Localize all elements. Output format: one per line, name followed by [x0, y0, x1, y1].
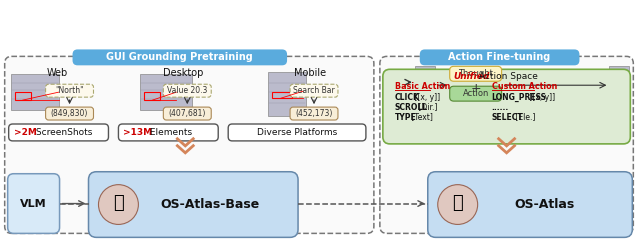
Text: Web: Web — [47, 68, 68, 78]
Text: GUI Grounding Pretraining: GUI Grounding Pretraining — [106, 52, 253, 62]
Text: [[x, y]]: [[x, y]] — [527, 93, 555, 102]
Bar — [415, 66, 435, 100]
Text: Mobile: Mobile — [294, 68, 326, 78]
FancyBboxPatch shape — [380, 56, 634, 233]
Text: [[x, y]]: [[x, y]] — [412, 93, 440, 102]
FancyBboxPatch shape — [118, 124, 218, 141]
FancyBboxPatch shape — [450, 86, 502, 101]
Text: TYPE: TYPE — [395, 113, 417, 122]
Bar — [145, 92, 161, 100]
FancyBboxPatch shape — [4, 56, 374, 233]
Text: SELECT: SELECT — [492, 113, 524, 122]
Text: Action: Action — [463, 89, 489, 98]
Text: Desktop: Desktop — [163, 68, 204, 78]
Text: CLICK: CLICK — [395, 93, 420, 102]
Bar — [11, 74, 59, 110]
Text: Elements: Elements — [147, 128, 193, 137]
FancyBboxPatch shape — [383, 69, 630, 144]
Text: Action Fine-tuning: Action Fine-tuning — [449, 52, 551, 62]
Text: ScreenShots: ScreenShots — [33, 128, 92, 137]
FancyBboxPatch shape — [88, 172, 298, 237]
Text: [Ele.]: [Ele.] — [513, 113, 535, 122]
FancyBboxPatch shape — [45, 107, 93, 120]
Text: (849,830): (849,830) — [51, 109, 88, 118]
Bar — [272, 92, 292, 98]
Text: (407,681): (407,681) — [168, 109, 206, 118]
Bar — [140, 74, 192, 110]
FancyBboxPatch shape — [450, 66, 502, 81]
FancyBboxPatch shape — [290, 107, 338, 120]
Text: SCROLL: SCROLL — [395, 103, 428, 112]
FancyBboxPatch shape — [45, 84, 93, 97]
Text: ......: ...... — [492, 103, 509, 112]
Text: OS-Atlas-Base: OS-Atlas-Base — [161, 198, 260, 211]
FancyBboxPatch shape — [163, 107, 211, 120]
Text: Unified: Unified — [454, 72, 490, 81]
Text: Value 20.3: Value 20.3 — [167, 86, 207, 95]
Text: "North": "North" — [55, 86, 84, 95]
FancyBboxPatch shape — [72, 49, 287, 65]
Text: >2M: >2M — [13, 128, 36, 137]
FancyBboxPatch shape — [9, 124, 108, 141]
Text: Search Bar: Search Bar — [293, 86, 335, 95]
Circle shape — [438, 185, 477, 224]
FancyBboxPatch shape — [428, 172, 632, 237]
FancyBboxPatch shape — [228, 124, 366, 141]
Circle shape — [99, 185, 138, 224]
FancyBboxPatch shape — [8, 174, 60, 233]
Text: [Dir.]: [Dir.] — [416, 103, 437, 112]
Text: OS-Atlas: OS-Atlas — [515, 198, 575, 211]
Bar — [15, 92, 31, 100]
FancyBboxPatch shape — [163, 84, 211, 97]
Text: Action Space: Action Space — [476, 72, 538, 81]
Text: VLM: VLM — [20, 199, 47, 209]
FancyBboxPatch shape — [290, 84, 338, 97]
Text: 🤖: 🤖 — [452, 193, 463, 212]
Bar — [609, 66, 629, 100]
Text: Task: Task — [389, 70, 413, 80]
Text: (452,173): (452,173) — [295, 109, 333, 118]
Text: Basic Action: Basic Action — [395, 82, 450, 91]
Bar — [268, 72, 306, 116]
FancyBboxPatch shape — [420, 49, 579, 65]
Text: +: + — [470, 82, 481, 95]
Text: Custom Action: Custom Action — [492, 82, 557, 91]
Text: [Text]: [Text] — [409, 113, 433, 122]
Text: Diverse Platforms: Diverse Platforms — [257, 128, 337, 137]
Text: 🤖: 🤖 — [113, 193, 124, 212]
Text: Thought: Thought — [458, 69, 493, 78]
Text: LONG_PRESS: LONG_PRESS — [492, 93, 547, 102]
Text: >13M: >13M — [124, 128, 152, 137]
